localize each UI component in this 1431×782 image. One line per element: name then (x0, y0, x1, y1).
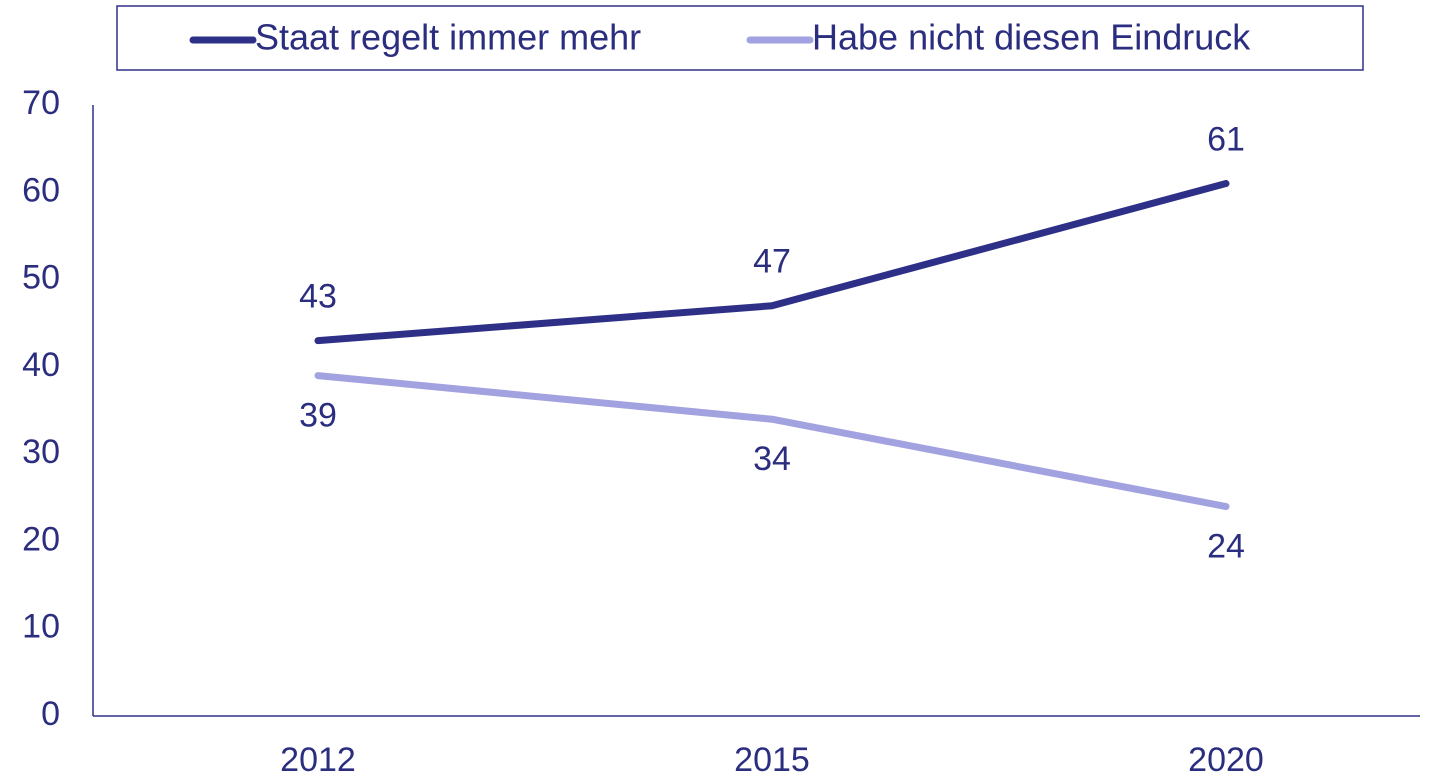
line-series (314, 180, 1230, 345)
y-tick-label: 60 (22, 171, 60, 209)
y-tick-label: 10 (22, 608, 60, 646)
data-label: 24 (1207, 527, 1245, 565)
data-label: 47 (753, 243, 791, 281)
line-series (314, 372, 1230, 511)
data-label: 61 (1207, 121, 1245, 159)
y-tick-label: 20 (22, 520, 60, 558)
y-tick-label: 30 (22, 433, 60, 471)
legend-label: Staat regelt immer mehr (255, 17, 641, 58)
x-tick-label: 2015 (734, 741, 810, 779)
legend-box (116, 5, 1364, 71)
y-tick-label: 0 (41, 695, 60, 733)
legend-label: Habe nicht diesen Eindruck (812, 17, 1251, 58)
y-tick-label: 40 (22, 346, 60, 384)
data-label: 34 (753, 440, 791, 478)
y-tick-label: 50 (22, 259, 60, 297)
x-tick-label: 2012 (280, 741, 356, 779)
x-tick-label: 2020 (1188, 741, 1264, 779)
y-tick-label: 70 (22, 84, 60, 122)
data-label: 39 (299, 397, 337, 435)
data-label: 43 (299, 278, 337, 316)
